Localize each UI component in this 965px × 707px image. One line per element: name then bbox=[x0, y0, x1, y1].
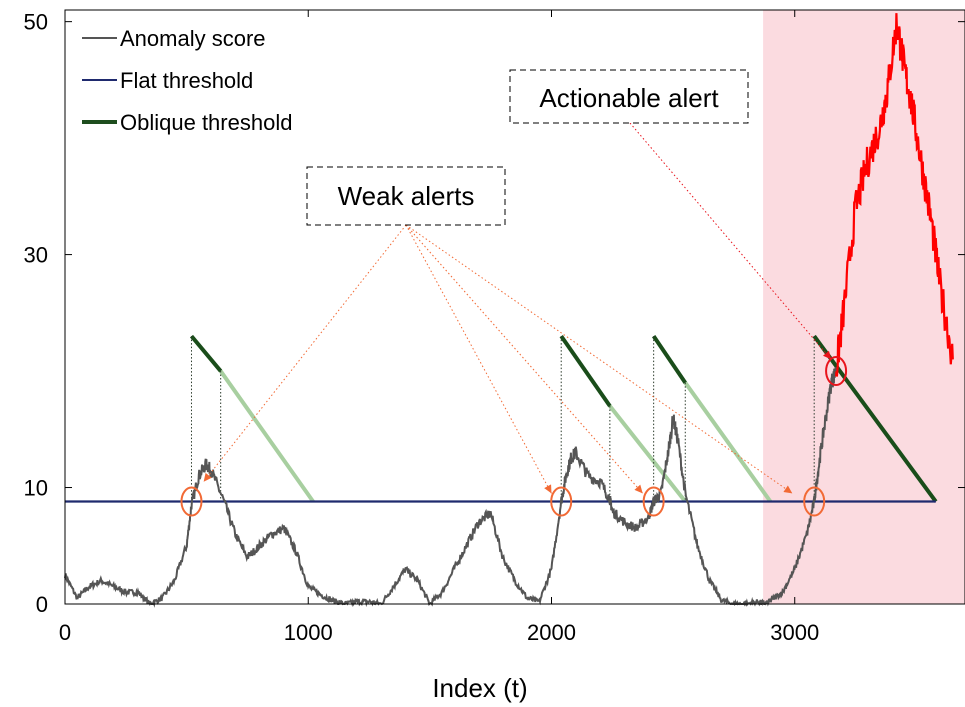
oblique-threshold-faded-1 bbox=[608, 404, 687, 503]
actionable-alert-box bbox=[509, 69, 749, 124]
y-tick-label-0: 0 bbox=[36, 592, 48, 617]
oblique-threshold-active-1 bbox=[559, 334, 612, 408]
oblique-threshold-active-0 bbox=[189, 334, 223, 373]
anomaly-region-shade bbox=[763, 10, 965, 604]
weak-alert-leader-1-arrowhead bbox=[544, 484, 552, 494]
oblique-threshold-faded-0 bbox=[219, 369, 315, 503]
actionable-alert-marker-4 bbox=[825, 356, 848, 387]
oblique-threshold-3 bbox=[812, 334, 938, 503]
weak-alert-leader-1 bbox=[405, 224, 552, 494]
weak-alert-marker-0 bbox=[180, 486, 203, 517]
annotation-leaders bbox=[203, 122, 832, 494]
weak-alerts-label: Weak alerts bbox=[338, 181, 475, 211]
weak-alerts-annotation: Weak alerts bbox=[306, 166, 506, 226]
legend: Anomaly score Flat threshold Oblique thr… bbox=[82, 26, 292, 135]
oblique-thresholds bbox=[189, 334, 938, 503]
actionable-alert-label: Actionable alert bbox=[539, 83, 719, 113]
oblique-threshold-faded-2 bbox=[683, 381, 773, 503]
x-axis-title: Index (t) bbox=[432, 673, 527, 703]
y-tick-label-1: 10 bbox=[24, 476, 48, 501]
actionable-alert-annotation: Actionable alert bbox=[509, 69, 749, 124]
anomaly-score-alert-segment bbox=[835, 13, 954, 377]
y-tick-label-3: 50 bbox=[24, 10, 48, 35]
x-tick-label-2: 2000 bbox=[527, 620, 576, 645]
x-tick-label-1: 1000 bbox=[284, 620, 333, 645]
weak-alert-leader-3-arrowhead bbox=[783, 485, 793, 494]
x-tick-label-3: 3000 bbox=[770, 620, 819, 645]
weak-alert-marker-1 bbox=[550, 486, 573, 517]
weak-alert-leader-2-arrowhead bbox=[634, 484, 643, 494]
oblique-threshold-active-2 bbox=[651, 334, 687, 384]
legend-label-oblique-threshold: Oblique threshold bbox=[120, 110, 292, 135]
actionable-alert-leader-0-arrowhead bbox=[822, 350, 832, 360]
x-tick-label-0: 0 bbox=[59, 620, 71, 645]
anomaly-score-line bbox=[64, 367, 838, 608]
weak-alert-leader-0 bbox=[203, 224, 407, 483]
weak-alert-marker-2 bbox=[642, 486, 665, 517]
y-tick-label-2: 30 bbox=[24, 243, 48, 268]
weak-alert-leader-0-arrowhead bbox=[203, 472, 212, 482]
threshold-drop-lines bbox=[190, 336, 815, 502]
axes: 0 1000 2000 3000 0 10 30 50 bbox=[24, 10, 965, 645]
plot-frame bbox=[64, 9, 965, 605]
legend-label-anomaly-score: Anomaly score bbox=[120, 26, 266, 51]
weak-alert-marker-3 bbox=[803, 486, 826, 517]
weak-alerts-box bbox=[306, 166, 506, 226]
alert-markers bbox=[180, 356, 848, 517]
legend-label-flat-threshold: Flat threshold bbox=[120, 68, 253, 93]
